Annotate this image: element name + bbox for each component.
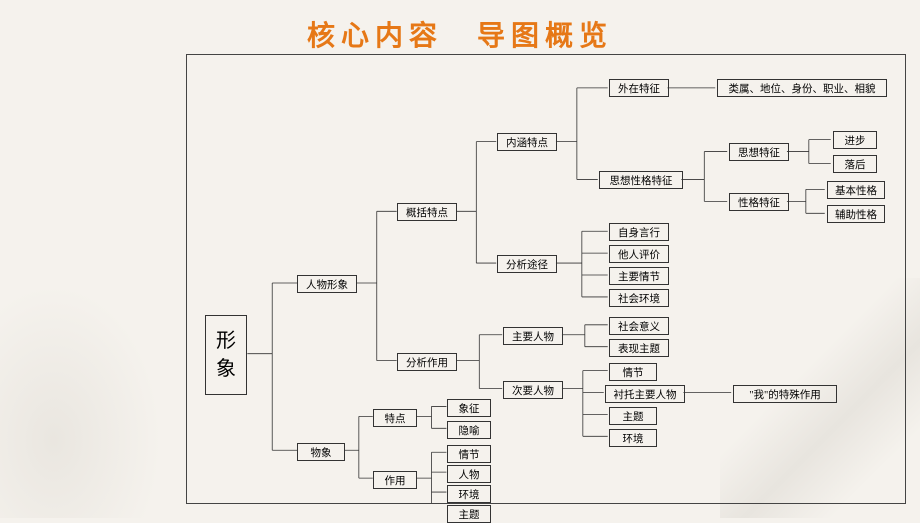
node-gaikuo: 概括特点 xyxy=(397,203,457,221)
node-neihan: 内涵特点 xyxy=(497,133,557,151)
node-chentuo: 衬托主要人物 xyxy=(605,385,685,403)
node-waizai: 外在特征 xyxy=(609,79,669,97)
node-wuxiang: 物象 xyxy=(297,443,345,461)
node-jinbu: 进步 xyxy=(833,131,877,149)
node-sixiangxg: 思想性格特征 xyxy=(599,171,683,189)
node-wtedian: 特点 xyxy=(373,409,417,427)
node-biaoxian: 表现主题 xyxy=(609,339,669,357)
node-xingetz: 性格特征 xyxy=(729,193,789,211)
node-fuzhu: 辅助性格 xyxy=(827,205,885,223)
node-wzhuti: 主题 xyxy=(447,505,491,523)
node-jiben: 基本性格 xyxy=(827,181,885,199)
node-qingjie2: 情节 xyxy=(609,363,657,381)
node-sixiangtz: 思想特征 xyxy=(729,143,789,161)
node-wqingjie: 情节 xyxy=(447,445,491,463)
node-zhuti2: 主题 xyxy=(609,407,657,425)
node-xiangzheng: 象征 xyxy=(447,399,491,417)
node-huanjing2: 环境 xyxy=(609,429,657,447)
bg-decoration-left xyxy=(0,258,180,518)
page-title: 核心内容 导图概览 xyxy=(0,0,920,62)
node-root: 形象 xyxy=(205,315,247,395)
node-fenxitj: 分析途径 xyxy=(497,255,557,273)
node-shehui: 社会环境 xyxy=(609,289,669,307)
node-whuanjing: 环境 xyxy=(447,485,491,503)
node-fenxizy: 分析作用 xyxy=(397,353,457,371)
node-taren: 他人评价 xyxy=(609,245,669,263)
node-wrenwu: 人物 xyxy=(447,465,491,483)
node-luohou: 落后 xyxy=(833,155,877,173)
node-yinyu: 隐喻 xyxy=(447,421,491,439)
node-ciyaorw: 次要人物 xyxy=(503,381,563,399)
diagram-frame: 形象 人物形象物象 概括特点分析作用 内涵特点分析途径 外在特征思想性格特征 类属、地位、… xyxy=(186,54,906,504)
node-wodets: "我"的特殊作用 xyxy=(733,385,837,403)
diagram-edges xyxy=(187,55,905,503)
node-leishu: 类属、地位、身份、职业、相貌 xyxy=(717,79,887,97)
node-zhuyaoqj: 主要情节 xyxy=(609,267,669,285)
node-zhuyaorw: 主要人物 xyxy=(503,327,563,345)
node-shehuiyy: 社会意义 xyxy=(609,317,669,335)
node-renwu: 人物形象 xyxy=(297,275,357,293)
node-zishen: 自身言行 xyxy=(609,223,669,241)
node-wzuoyong: 作用 xyxy=(373,471,417,489)
